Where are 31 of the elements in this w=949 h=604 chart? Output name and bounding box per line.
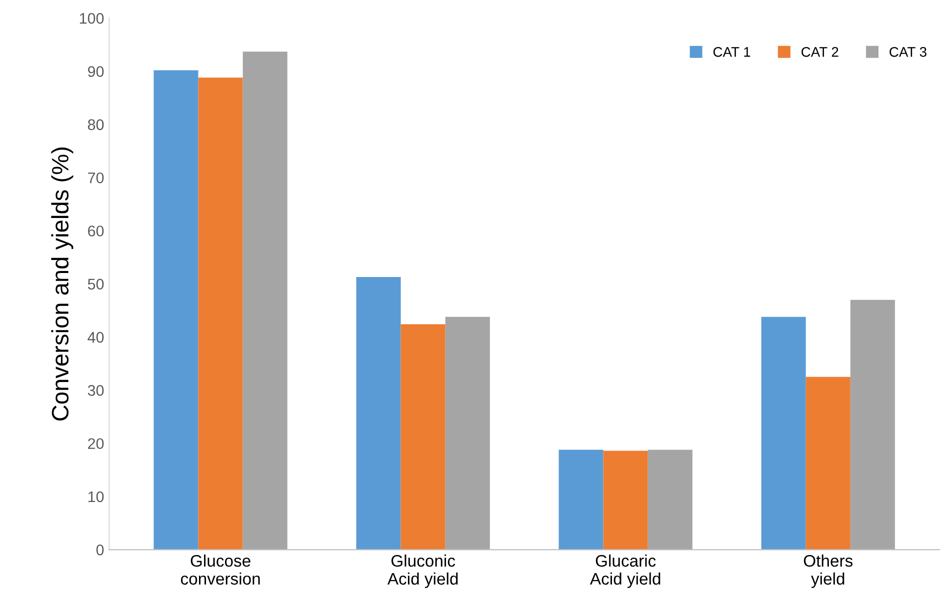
x-tick-label: Glucaric Acid yield (590, 554, 660, 588)
y-tick-label: 40 (88, 332, 104, 343)
bar (761, 316, 806, 550)
bar (356, 276, 401, 550)
legend-label: CAT 2 (802, 47, 838, 57)
y-tick-label: 20 (88, 438, 104, 450)
y-tick-label: 0 (96, 544, 104, 556)
legend-label: CAT 3 (890, 47, 926, 57)
y-axis-title: Conversion and yields (%) (51, 148, 74, 420)
bar (154, 70, 198, 550)
bar (806, 376, 850, 550)
x-tick-label: Glucose conversion (180, 554, 260, 585)
bar (198, 78, 243, 550)
y-tick-label: 10 (88, 491, 104, 502)
x-tick-label: Others yield (804, 554, 853, 588)
legend-label: CAT 1 (713, 47, 750, 57)
y-tick-label: 50 (88, 278, 104, 290)
y-tick-label: 70 (88, 172, 104, 184)
bar (242, 52, 288, 550)
bar (603, 450, 648, 550)
x-tick-label: Gluconic Acid yield (387, 554, 458, 588)
bar (850, 300, 895, 550)
bar (558, 450, 604, 550)
bar (445, 316, 490, 550)
y-tick-label: 90 (88, 66, 104, 77)
y-tick-label: 80 (88, 119, 104, 130)
y-tick-label: 100 (80, 12, 104, 24)
y-tick-label: 30 (88, 385, 104, 396)
bar (648, 450, 692, 550)
y-tick-label: 60 (88, 226, 104, 236)
bar (400, 324, 446, 550)
